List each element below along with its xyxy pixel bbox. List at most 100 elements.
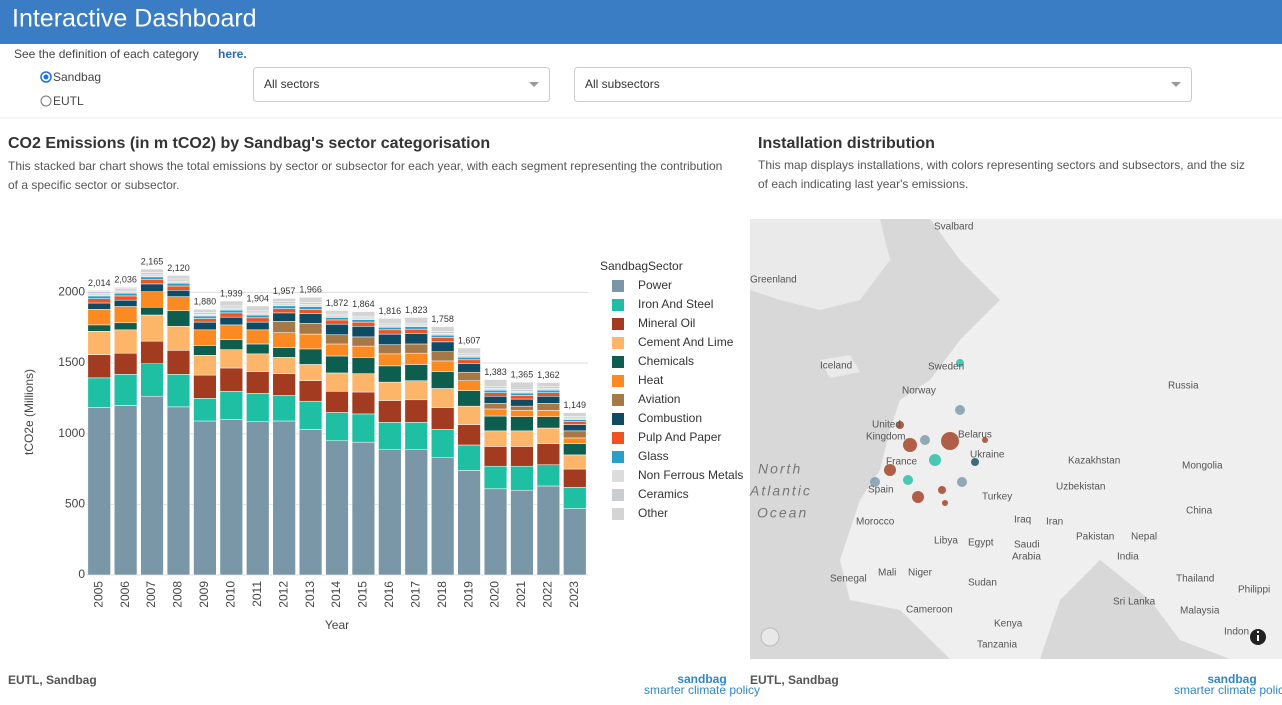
- legend-swatch[interactable]: [612, 318, 624, 330]
- bar-segment[interactable]: [298, 364, 323, 381]
- installation-bubble[interactable]: [956, 359, 964, 367]
- bar-segment[interactable]: [378, 329, 402, 335]
- bar-segment[interactable]: [457, 405, 481, 425]
- bar-segment[interactable]: [272, 332, 296, 348]
- bar-segment[interactable]: [325, 313, 349, 316]
- bar-segment[interactable]: [536, 382, 560, 388]
- bar-segment[interactable]: [404, 448, 428, 576]
- bar-segment[interactable]: [193, 314, 217, 317]
- bar-segment[interactable]: [404, 322, 428, 326]
- bar-segment[interactable]: [193, 345, 217, 356]
- legend-label[interactable]: Combustion: [638, 411, 702, 425]
- bar-segment[interactable]: [483, 386, 508, 389]
- bar-segment[interactable]: [351, 336, 376, 347]
- bar-segment[interactable]: [457, 363, 481, 373]
- sector-dropdown[interactable]: [253, 67, 550, 102]
- bar-segment[interactable]: [219, 300, 243, 307]
- legend-swatch[interactable]: [612, 470, 624, 482]
- bar-segment[interactable]: [219, 307, 243, 311]
- bar-segment[interactable]: [510, 489, 534, 576]
- bar-segment[interactable]: [325, 391, 349, 413]
- bar-segment[interactable]: [87, 354, 111, 379]
- legend-label[interactable]: Non Ferrous Metals: [638, 468, 743, 482]
- bar-segment[interactable]: [536, 403, 560, 411]
- bar-segment[interactable]: [536, 396, 560, 404]
- bar-segment[interactable]: [351, 326, 376, 338]
- bar-segment[interactable]: [246, 310, 270, 314]
- bar-segment[interactable]: [87, 293, 111, 297]
- bar-segment[interactable]: [140, 272, 164, 275]
- bar-segment[interactable]: [378, 353, 402, 367]
- bar-segment[interactable]: [298, 348, 323, 365]
- bar-segment[interactable]: [166, 296, 191, 312]
- bar-segment[interactable]: [140, 340, 164, 364]
- legend-swatch[interactable]: [612, 432, 624, 444]
- bar-segment[interactable]: [140, 274, 164, 278]
- bar-segment[interactable]: [510, 395, 534, 400]
- bar-segment[interactable]: [325, 372, 349, 392]
- bar-segment[interactable]: [351, 357, 376, 374]
- bar-segment[interactable]: [193, 312, 217, 315]
- bar-segment[interactable]: [272, 308, 296, 314]
- bar-segment[interactable]: [166, 290, 191, 297]
- bar-segment[interactable]: [404, 333, 428, 345]
- bar-segment[interactable]: [246, 393, 270, 422]
- bar-segment[interactable]: [272, 303, 296, 307]
- bar-segment[interactable]: [166, 326, 191, 351]
- bar-segment[interactable]: [351, 311, 376, 317]
- bar-segment[interactable]: [140, 314, 164, 342]
- bar-segment[interactable]: [140, 276, 164, 280]
- bar-segment[interactable]: [219, 367, 243, 392]
- subsector-dropdown[interactable]: [574, 67, 1192, 102]
- legend-label[interactable]: Power: [638, 278, 672, 292]
- bar-segment[interactable]: [166, 285, 191, 291]
- bar-segment[interactable]: [483, 396, 508, 404]
- bar-segment[interactable]: [510, 405, 534, 411]
- bar-segment[interactable]: [404, 324, 428, 327]
- bar-segment[interactable]: [140, 279, 164, 285]
- bar-segment[interactable]: [193, 398, 217, 422]
- bar-segment[interactable]: [431, 457, 455, 576]
- bar-segment[interactable]: [483, 446, 508, 467]
- legend-label[interactable]: Pulp And Paper: [638, 430, 721, 444]
- installation-bubble[interactable]: [903, 475, 913, 485]
- bar-segment[interactable]: [272, 347, 296, 358]
- bar-segment[interactable]: [431, 388, 455, 408]
- bar-segment[interactable]: [140, 268, 164, 273]
- bar-segment[interactable]: [219, 305, 243, 309]
- legend-swatch[interactable]: [612, 280, 624, 292]
- bar-segment[interactable]: [351, 373, 376, 393]
- bar-segment[interactable]: [510, 389, 534, 392]
- bar-segment[interactable]: [87, 298, 111, 304]
- installation-bubble[interactable]: [971, 458, 979, 466]
- bar-segment[interactable]: [378, 381, 402, 401]
- bar-segment[interactable]: [510, 381, 534, 390]
- bar-segment[interactable]: [87, 295, 111, 300]
- bar-segment[interactable]: [483, 430, 508, 447]
- bar-segment[interactable]: [114, 292, 138, 297]
- bar-segment[interactable]: [87, 291, 111, 295]
- bar-segment[interactable]: [536, 410, 560, 417]
- legend-label[interactable]: Aviation: [638, 392, 680, 406]
- legend-swatch[interactable]: [612, 299, 624, 311]
- bar-segment[interactable]: [431, 334, 455, 338]
- legend-swatch[interactable]: [612, 337, 624, 349]
- bar-segment[interactable]: [166, 275, 191, 280]
- bar-segment[interactable]: [431, 407, 455, 430]
- bar-segment[interactable]: [351, 413, 376, 443]
- bar-segment[interactable]: [457, 353, 481, 356]
- bar-segment[interactable]: [219, 324, 243, 340]
- map[interactable]: Svalbard Greenland Iceland Sweden Norway…: [749, 219, 1282, 659]
- bar-segment[interactable]: [404, 317, 428, 324]
- bar-segment[interactable]: [378, 327, 402, 331]
- bar-segment[interactable]: [114, 299, 138, 307]
- radio-label[interactable]: Sandbag: [53, 70, 101, 84]
- bar-segment[interactable]: [351, 315, 376, 319]
- bar-segment[interactable]: [87, 290, 111, 292]
- bar-segment[interactable]: [536, 388, 560, 391]
- bar-segment[interactable]: [431, 371, 455, 389]
- bar-segment[interactable]: [351, 321, 376, 327]
- bar-segment[interactable]: [404, 399, 428, 423]
- bar-segment[interactable]: [114, 352, 138, 375]
- bar-segment[interactable]: [563, 430, 587, 439]
